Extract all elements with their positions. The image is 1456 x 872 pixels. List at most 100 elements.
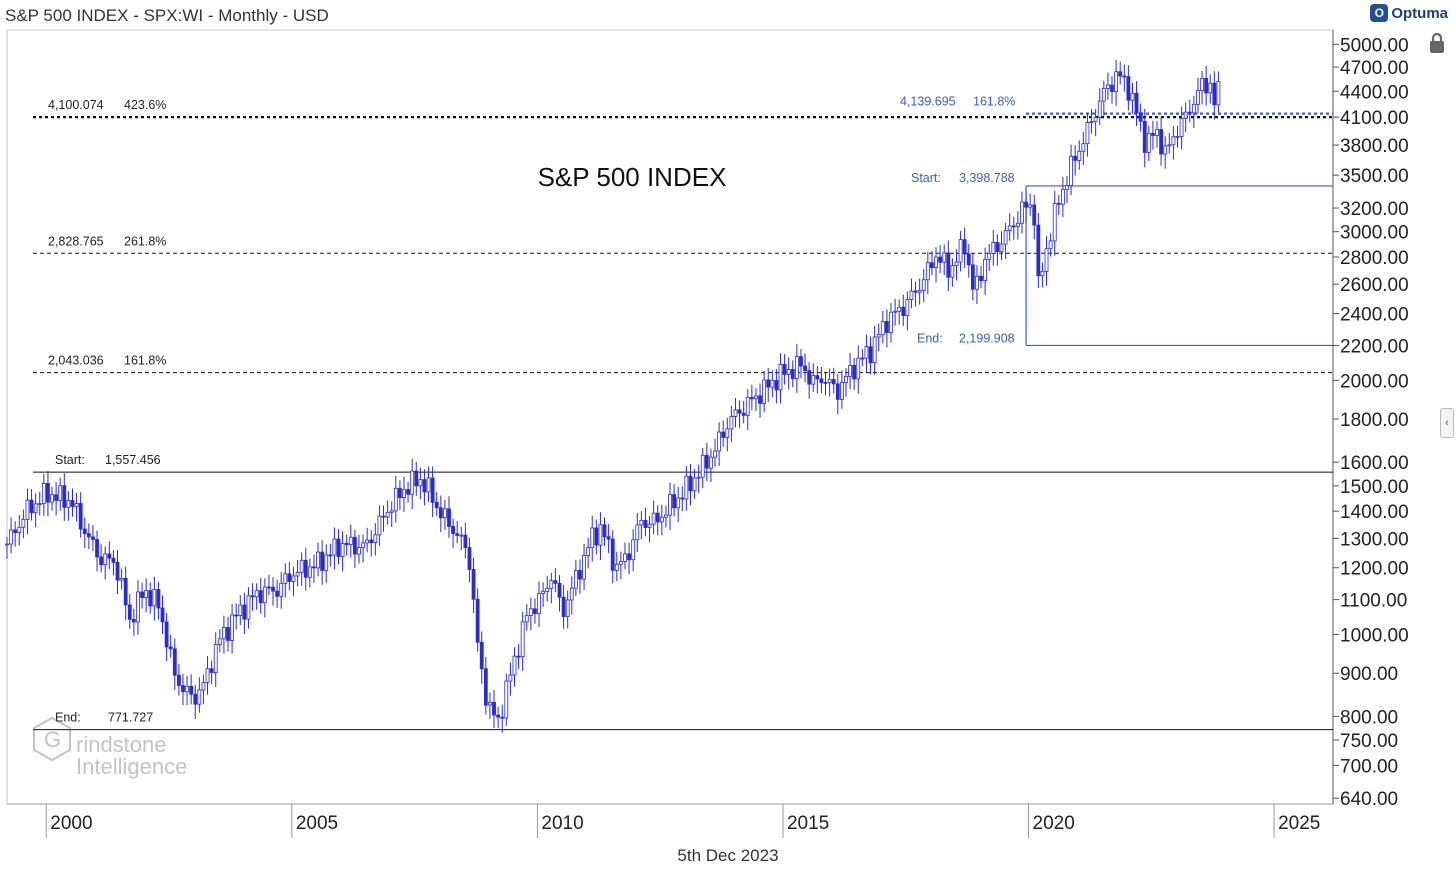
y-tick-label: 2200.00 [1340,336,1409,357]
candle-body [528,608,533,616]
candle-body [348,536,353,545]
candle-body [254,590,259,598]
candle-body [5,543,9,546]
candle-body [1204,78,1209,94]
plot-frame [6,29,1334,805]
level-percent: 1,557.456 [105,453,161,467]
candle-body [50,494,54,503]
fib-level-label: 4,139.695 [900,95,956,109]
candle-body [651,512,656,525]
candle-body [680,497,685,500]
level-percent: 771.727 [108,711,153,725]
candle-body [1040,270,1045,277]
candle-body [860,357,865,360]
level-label: 4,100.074 [48,98,104,112]
candle-body [320,551,325,571]
candle-body [352,536,357,555]
candle-body [262,586,267,604]
candle-body [176,674,181,686]
candle-body [33,503,38,514]
y-tick-label: 700.00 [1340,756,1398,777]
candle-body [684,475,689,500]
candle-body [37,503,42,506]
candle-body [524,615,529,623]
candle-body [512,655,517,676]
candle-body [889,311,893,333]
candle-body [520,621,525,657]
candle-body [479,641,484,670]
candle-body [74,503,79,507]
collapse-panel-chevron-icon[interactable]: ‹ [1440,408,1454,438]
candle-body [991,241,996,254]
y-tick-label: 900.00 [1340,664,1398,685]
y-tick-label: 1400.00 [1340,502,1409,523]
candle-body [733,409,738,417]
candle-body [639,519,644,526]
candle-body [467,547,472,570]
candle-body [1163,145,1168,155]
candle-body [606,536,611,540]
level-percent: 161.8% [124,354,166,368]
candle-body [893,310,897,313]
candle-body [655,512,660,523]
candle-body [230,614,234,641]
candle-body [917,290,922,293]
candle-body [966,253,971,266]
fib-levels: 4,100.074 423.6% 2,828.765 261.8% 2,043.036 1… [33,95,1333,731]
candle-body [13,529,18,533]
candle-body [844,375,848,384]
candle-body [160,607,165,623]
candle-body [168,646,173,650]
candle-body [1032,204,1037,226]
y-tick-label: 1300.00 [1340,529,1409,550]
candle-body [422,479,427,493]
candle-body [213,644,218,673]
candle-body [189,685,194,695]
candle-body [1212,82,1217,106]
svg-text:Intelligence: Intelligence [76,754,187,779]
candle-body [774,380,779,391]
candle-body [807,370,812,385]
candle-body [496,714,501,718]
candle-body [610,538,615,571]
candle-body [344,542,349,545]
candle-body [557,582,562,598]
candle-body [500,716,505,719]
candle-body [614,563,619,571]
candle-body [475,598,480,643]
candle-body [766,379,771,388]
candle-body [471,569,476,600]
candle-body [1118,71,1123,77]
candle-body [91,536,95,540]
candle-body [573,570,578,589]
candle-body [1142,120,1147,153]
y-tick-label: 2000.00 [1340,371,1409,392]
candle-body [897,306,902,312]
candle-body [590,527,595,549]
candle-body [86,533,91,538]
candle-body [1065,185,1069,190]
candle-body [1089,120,1094,123]
y-tick-label: 1600.00 [1340,453,1409,474]
lock-icon[interactable] [1428,32,1446,54]
y-tick-label: 4700.00 [1340,58,1409,79]
candle-body [455,533,460,536]
candle-body [1081,143,1086,152]
candle-body [193,693,198,705]
candle-body [447,508,451,527]
candle-body [103,553,108,566]
candle-body [913,290,918,293]
y-tick-label: 1100.00 [1340,591,1407,612]
candle-body [463,534,468,548]
candle-body [283,573,288,584]
candle-body [1044,248,1049,272]
candle-body [835,383,840,400]
candle-body [1077,150,1082,161]
candle-body [676,497,681,509]
candle-body [930,262,934,268]
candle-body [17,526,22,533]
candle-body [872,336,877,364]
candle-body [397,487,402,498]
candle-body [647,523,652,528]
